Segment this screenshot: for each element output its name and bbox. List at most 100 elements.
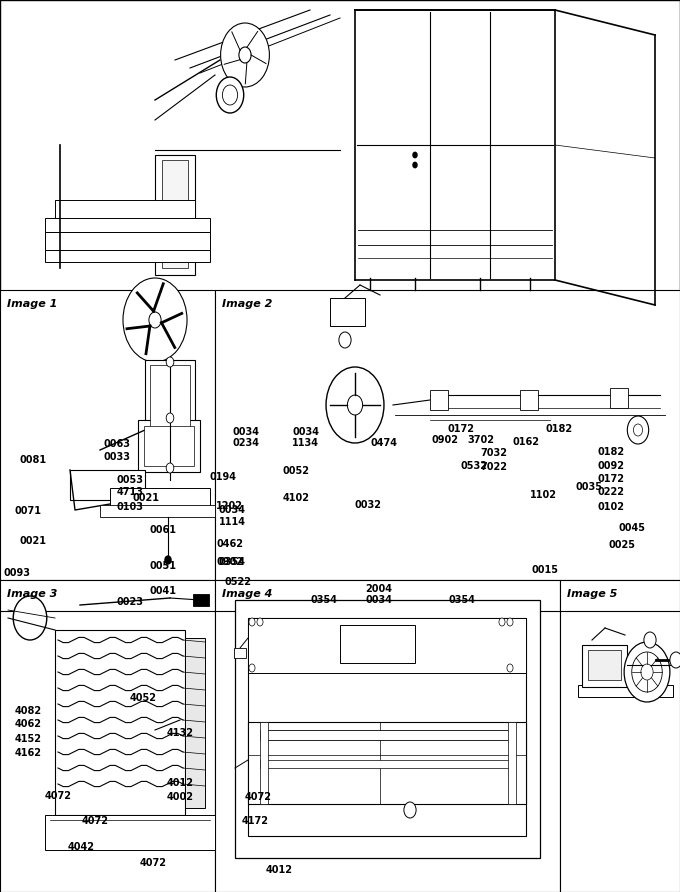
Bar: [248, 618, 526, 836]
Text: 0081: 0081: [19, 455, 46, 466]
Bar: [45, 232, 210, 250]
Text: 0194: 0194: [209, 472, 237, 483]
Bar: [248, 618, 526, 673]
Text: 0093: 0093: [3, 567, 31, 578]
Text: 0025: 0025: [609, 540, 636, 550]
Text: 4002: 4002: [167, 791, 194, 802]
Bar: [70, 470, 145, 500]
Text: 0354: 0354: [449, 595, 476, 606]
Circle shape: [326, 367, 384, 443]
Text: 0102: 0102: [597, 501, 624, 512]
Circle shape: [413, 153, 417, 158]
Text: 0021: 0021: [133, 492, 160, 503]
Circle shape: [632, 652, 662, 692]
Circle shape: [166, 413, 174, 423]
Text: 4102: 4102: [282, 492, 309, 503]
Circle shape: [166, 463, 174, 473]
Text: 0354: 0354: [310, 595, 337, 606]
Bar: [610, 388, 628, 408]
Circle shape: [257, 618, 263, 626]
Text: 4152: 4152: [15, 733, 42, 744]
Text: 0103: 0103: [117, 501, 144, 512]
Bar: [155, 155, 195, 275]
Circle shape: [165, 556, 171, 564]
Bar: [0, 580, 215, 892]
Circle shape: [634, 424, 643, 436]
Text: 0023: 0023: [117, 597, 144, 607]
Bar: [45, 218, 210, 232]
Bar: [110, 488, 210, 506]
Bar: [100, 505, 215, 517]
Text: 2004: 2004: [365, 583, 392, 594]
Bar: [215, 580, 560, 892]
Text: 0532: 0532: [460, 460, 488, 471]
Text: 0034: 0034: [365, 595, 392, 606]
Text: 4082: 4082: [15, 706, 42, 716]
Text: 0033: 0033: [103, 451, 131, 462]
Text: 1102: 1102: [530, 490, 558, 500]
Text: 0032: 0032: [355, 500, 382, 510]
Circle shape: [220, 23, 269, 87]
Text: Image 2: Image 2: [222, 299, 272, 309]
Text: 0051: 0051: [150, 561, 177, 572]
Bar: [260, 760, 510, 768]
Circle shape: [628, 416, 649, 444]
Text: Image 3: Image 3: [7, 589, 57, 599]
Text: Image 4: Image 4: [222, 589, 272, 599]
Bar: [45, 250, 210, 262]
Bar: [588, 650, 621, 680]
Bar: [215, 290, 680, 580]
Text: 4132: 4132: [167, 728, 194, 739]
Bar: [55, 200, 195, 218]
Text: 0021: 0021: [19, 536, 46, 547]
Text: 0222: 0222: [597, 487, 624, 498]
Circle shape: [339, 332, 351, 348]
Circle shape: [123, 278, 187, 362]
Text: 1134: 1134: [292, 438, 320, 449]
Bar: [260, 730, 510, 740]
Text: 4052: 4052: [129, 692, 156, 703]
Circle shape: [624, 642, 670, 702]
Text: 0034: 0034: [233, 426, 260, 437]
Bar: [430, 390, 448, 410]
Circle shape: [222, 85, 237, 105]
Bar: [520, 390, 538, 410]
Text: 0063: 0063: [103, 439, 131, 450]
Text: 0462: 0462: [216, 539, 243, 549]
Bar: [235, 600, 540, 858]
Text: 4072: 4072: [139, 858, 167, 869]
Text: 0182: 0182: [597, 447, 624, 458]
Text: 0182: 0182: [545, 424, 573, 434]
Circle shape: [347, 395, 362, 415]
Bar: [45, 815, 215, 850]
Circle shape: [166, 357, 174, 367]
Text: 0234: 0234: [233, 438, 260, 449]
Text: 0034: 0034: [219, 505, 246, 516]
Text: 0172: 0172: [447, 424, 475, 434]
Text: 4172: 4172: [241, 815, 269, 826]
Circle shape: [249, 618, 255, 626]
Text: 0162: 0162: [512, 436, 539, 447]
Text: 3702: 3702: [468, 434, 495, 445]
Text: 4012: 4012: [265, 864, 292, 875]
Bar: [508, 722, 516, 804]
Text: 0041: 0041: [150, 586, 177, 597]
Bar: [248, 722, 526, 804]
Text: 0172: 0172: [597, 474, 624, 484]
Text: 0354: 0354: [219, 557, 246, 567]
Text: Image 5: Image 5: [567, 589, 617, 599]
Text: 4072: 4072: [44, 790, 71, 801]
Text: 4072: 4072: [245, 791, 272, 802]
Text: 4713: 4713: [117, 487, 144, 498]
Text: 0034: 0034: [292, 426, 320, 437]
Circle shape: [13, 596, 47, 640]
Circle shape: [249, 664, 255, 672]
Text: 0092: 0092: [597, 460, 624, 471]
Bar: [55, 630, 185, 815]
Circle shape: [644, 632, 656, 648]
Bar: [162, 160, 188, 268]
Bar: [340, 625, 415, 663]
Text: 0035: 0035: [576, 482, 603, 492]
Bar: [234, 648, 246, 658]
Bar: [330, 298, 365, 326]
